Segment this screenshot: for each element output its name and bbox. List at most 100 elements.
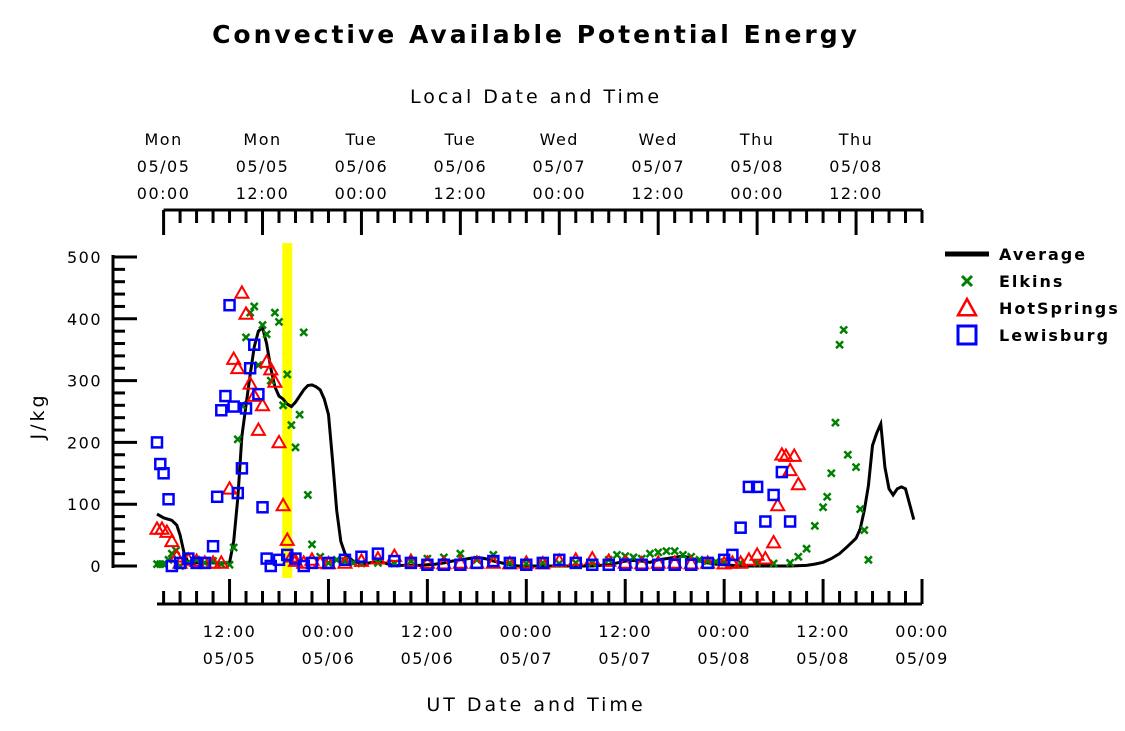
data-point-lewisburg <box>256 501 269 514</box>
data-point-hotsprings <box>274 496 292 512</box>
top-tick-label-day: Tue <box>443 130 476 149</box>
bottom-tick-label-date: 05/08 <box>697 649 751 668</box>
top-tick-label-time: 00:00 <box>730 184 784 203</box>
data-point-elkins <box>233 434 243 444</box>
data-point-hotsprings <box>233 284 251 299</box>
data-point-hotsprings <box>353 552 370 567</box>
data-point-lewisburg <box>553 553 566 567</box>
data-point-hotsprings <box>757 550 774 565</box>
data-point-hotsprings <box>715 555 733 570</box>
data-point-hotsprings <box>402 552 420 567</box>
data-point-lewisburg <box>742 480 756 494</box>
bottom-tick-label-time: 12:00 <box>401 622 455 641</box>
legend-label-average: Average <box>999 245 1087 264</box>
data-point-hotsprings <box>241 375 259 390</box>
data-point-hotsprings <box>765 534 782 549</box>
top-tick-label-time: 00:00 <box>335 184 389 203</box>
data-point-hotsprings <box>213 554 230 569</box>
data-point-hotsprings <box>246 387 263 402</box>
data-point-hotsprings <box>336 554 354 569</box>
data-point-elkins <box>307 539 317 549</box>
data-point-hotsprings <box>158 523 176 538</box>
data-point-lewisburg <box>734 521 747 534</box>
data-point-elkins <box>662 546 671 556</box>
bottom-tick-label-time: 00:00 <box>697 622 751 641</box>
data-point-elkins <box>303 490 313 500</box>
top-tick-label-day: Thu <box>739 130 775 149</box>
data-point-hotsprings <box>769 496 786 512</box>
data-point-elkins <box>612 550 622 560</box>
data-point-lewisburg <box>635 558 648 572</box>
bottom-tick-label-time: 00:00 <box>895 622 949 641</box>
series-lewisburg <box>150 298 797 573</box>
data-point-hotsprings <box>773 446 791 461</box>
data-point-lewisburg <box>215 404 228 417</box>
axes: Mon 05/05 00:00 Mon 05/05 12:00 Tue 05/06 00:00 T… <box>67 130 949 668</box>
data-point-elkins <box>645 549 655 559</box>
data-point-lewisburg <box>618 558 632 572</box>
data-point-elkins <box>839 325 849 335</box>
chart-title: Convective Available Potential Energy <box>212 20 860 49</box>
highlight-band <box>282 243 293 578</box>
highlight-layer <box>282 243 293 578</box>
data-point-hotsprings <box>682 555 700 570</box>
data-point-lewisburg <box>165 559 179 573</box>
data-point-hotsprings <box>748 546 766 561</box>
legend: Average Elkins HotSprings Lewisburg <box>945 245 1118 346</box>
data-point-lewisburg <box>355 550 368 563</box>
top-tick-label-time: 12:00 <box>829 184 883 203</box>
data-point-elkins <box>249 302 259 311</box>
top-tick-label-date: 05/08 <box>829 157 883 176</box>
data-point-lewisburg <box>487 554 500 568</box>
data-point-lewisburg <box>701 556 714 570</box>
bottom-tick-label-date: 05/07 <box>598 649 652 668</box>
top-tick-label-date: 05/06 <box>335 157 389 176</box>
top-tick-label-day: Wed <box>639 130 678 149</box>
data-point-elkins <box>455 549 465 559</box>
data-point-lewisburg <box>231 486 245 500</box>
data-point-hotsprings <box>229 359 247 375</box>
bottom-tick-label-time: 12:00 <box>598 622 652 641</box>
data-point-hotsprings <box>666 554 683 569</box>
bottom-tick-label-date: 05/07 <box>500 649 554 668</box>
series-elkins <box>152 302 873 571</box>
top-tick-label-date: 05/05 <box>137 157 191 176</box>
data-point-lewisburg <box>437 558 451 572</box>
data-point-elkins <box>831 418 840 428</box>
data-point-elkins <box>793 552 803 562</box>
data-point-lewisburg <box>190 556 203 570</box>
legend-marker-hotsprings <box>955 296 979 317</box>
legend-marker-lewisburg <box>956 324 978 346</box>
data-point-lewisburg <box>280 548 294 562</box>
top-tick-label-time: 12:00 <box>434 184 488 203</box>
top-tick-label-day: Wed <box>540 130 579 149</box>
data-point-lewisburg <box>297 559 310 573</box>
data-point-hotsprings <box>225 350 242 365</box>
top-tick-label-date: 05/07 <box>532 157 586 176</box>
y-axis-label: J/kg <box>27 392 49 440</box>
y-tick-label: 0 <box>90 557 102 576</box>
data-point-hotsprings <box>777 447 795 462</box>
data-point-lewisburg <box>470 556 484 570</box>
data-point-hotsprings <box>266 373 284 388</box>
data-point-lewisburg <box>759 515 772 528</box>
data-point-lewisburg <box>239 402 253 415</box>
bottom-tick-label-time: 00:00 <box>500 622 554 641</box>
data-point-elkins <box>258 320 267 330</box>
bottom-tick-label-date: 05/09 <box>895 649 949 668</box>
y-tick-label: 500 <box>67 248 102 267</box>
bottom-tick-label-date: 05/08 <box>796 649 850 668</box>
data-point-elkins <box>262 329 272 339</box>
data-point-hotsprings <box>781 461 799 477</box>
data-point-hotsprings <box>790 475 807 491</box>
legend-label-elkins: Elkins <box>999 272 1064 291</box>
y-tick-label: 200 <box>67 433 102 452</box>
data-point-hotsprings <box>435 555 453 570</box>
y-tick-label: 400 <box>67 310 102 329</box>
legend-label-lewisburg: Lewisburg <box>999 326 1110 345</box>
top-tick-label-day: Thu <box>838 130 874 149</box>
data-point-elkins <box>826 468 836 478</box>
bottom-tick-label-date: 05/06 <box>302 649 356 668</box>
data-point-lewisburg <box>503 556 517 570</box>
data-point-elkins <box>670 546 680 556</box>
